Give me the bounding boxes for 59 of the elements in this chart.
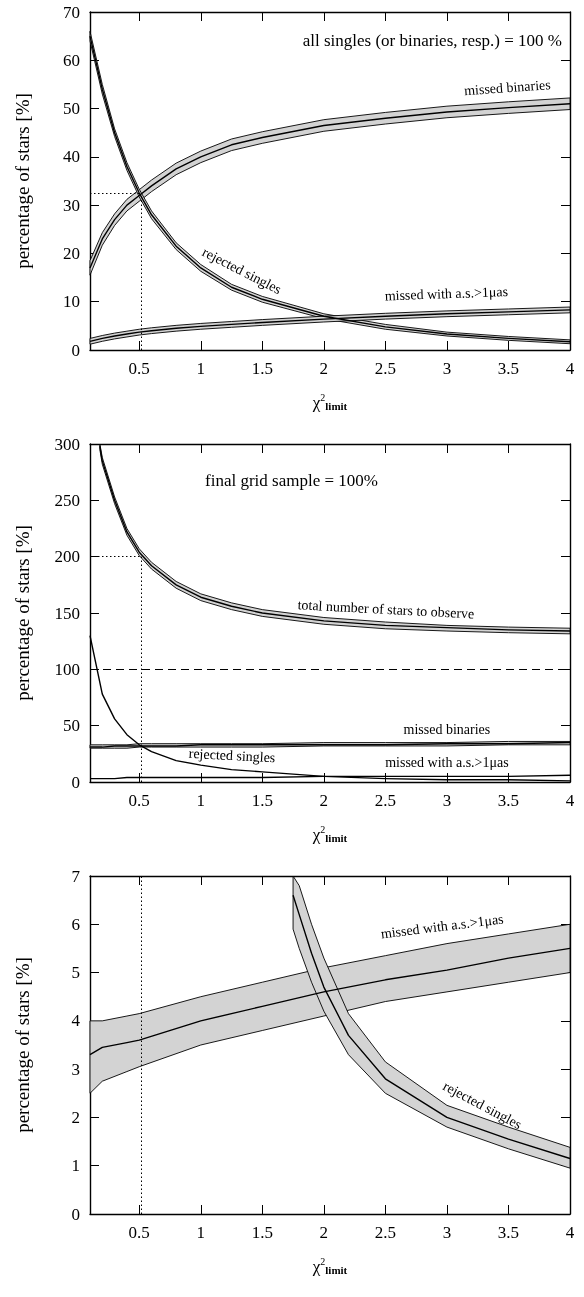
y-tick-label: 4 bbox=[71, 1011, 81, 1031]
y-axis-title: percentage of stars [%] bbox=[12, 93, 33, 269]
x-tick-label: 3 bbox=[442, 791, 452, 810]
x-tick-label: 4 bbox=[565, 1223, 575, 1242]
x-tick-label: 3.5 bbox=[497, 1223, 520, 1242]
x-tick-label: 3 bbox=[442, 359, 452, 378]
x-tick-label: 2.5 bbox=[374, 1223, 397, 1242]
text: missed with a.s.>1μas bbox=[379, 911, 505, 942]
y-tick-label: 20 bbox=[63, 243, 80, 263]
x-tick-label: 4 bbox=[565, 791, 575, 810]
x-tick-label: 1.5 bbox=[251, 359, 273, 378]
x-tick-label: 0.5 bbox=[128, 359, 150, 378]
y-tick-label: 40 bbox=[63, 147, 80, 167]
x-tick-label: 0.5 bbox=[128, 791, 150, 810]
series-label: missed with a.s.>1μas bbox=[384, 284, 509, 304]
annotation: all singles (or binaries, resp.) = 100 % bbox=[302, 31, 563, 50]
y-tick-label: 50 bbox=[63, 716, 80, 736]
y-tick-label: 0 bbox=[71, 772, 80, 792]
y-tick-label: 1 bbox=[71, 1156, 80, 1176]
y-tick-label: 3 bbox=[71, 1059, 80, 1079]
series-label: missed with a.s.>1μas bbox=[385, 754, 509, 770]
x-tick-label: 2 bbox=[319, 1223, 329, 1242]
y-tick-label: 0 bbox=[71, 1204, 80, 1224]
y-tick-label: 70 bbox=[63, 2, 80, 22]
series-label: rejected singles bbox=[188, 745, 276, 766]
x-tick-label: 1 bbox=[196, 1223, 206, 1242]
y-axis-title: percentage of stars [%] bbox=[12, 525, 33, 701]
y-tick-label: 100 bbox=[54, 659, 80, 679]
y-tick-label: 300 bbox=[54, 434, 80, 454]
x-tick-label: 4 bbox=[565, 359, 575, 378]
y-tick-label: 50 bbox=[63, 99, 80, 119]
y-tick-label: 2 bbox=[71, 1107, 80, 1127]
x-tick-label: 3.5 bbox=[497, 791, 520, 810]
series-label: total number of stars to observe bbox=[297, 597, 475, 622]
y-tick-label: 250 bbox=[54, 490, 80, 510]
y-axis-title: percentage of stars [%] bbox=[12, 957, 33, 1133]
x-tick-label: 1.5 bbox=[251, 1223, 273, 1242]
x-tick-label: 2.5 bbox=[374, 359, 397, 378]
series-label: missed binaries bbox=[403, 722, 491, 738]
series-label: missed binaries bbox=[463, 77, 552, 99]
annotation: final grid sample = 100% bbox=[205, 471, 378, 490]
x-tick-label: 1.5 bbox=[251, 791, 273, 810]
y-tick-label: 5 bbox=[71, 963, 80, 983]
y-tick-label: 30 bbox=[63, 195, 80, 215]
y-tick-label: 10 bbox=[63, 292, 80, 312]
x-tick-label: 1 bbox=[196, 359, 206, 378]
x-tick-label: 0.5 bbox=[128, 1223, 150, 1242]
x-tick-label: 2 bbox=[319, 791, 329, 810]
y-tick-label: 200 bbox=[54, 547, 80, 567]
x-tick-label: 1 bbox=[196, 791, 206, 810]
x-tick-label: 2 bbox=[319, 359, 329, 378]
y-tick-label: 60 bbox=[63, 50, 80, 70]
y-tick-label: 7 bbox=[71, 866, 81, 886]
y-tick-label: 0 bbox=[71, 340, 80, 360]
x-tick-label: 3.5 bbox=[497, 359, 520, 378]
y-tick-label: 150 bbox=[54, 603, 80, 623]
x-tick-label: 3 bbox=[442, 1223, 452, 1242]
x-tick-label: 2.5 bbox=[374, 791, 397, 810]
y-tick-label: 6 bbox=[71, 914, 80, 934]
